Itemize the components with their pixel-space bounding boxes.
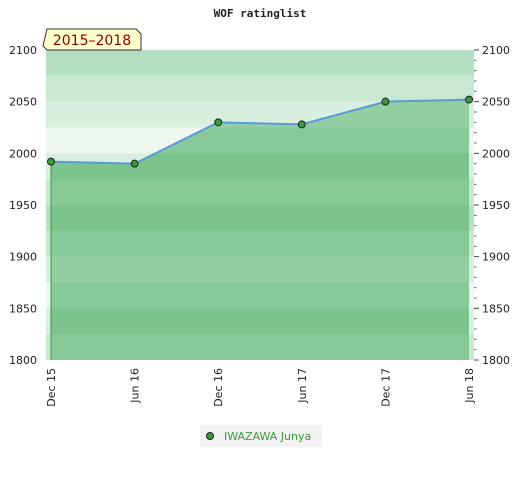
chart-title: WOF ratinglist bbox=[214, 7, 307, 20]
y-tick-label-left: 2100 bbox=[9, 44, 37, 57]
x-tick-label: Dec 15 bbox=[45, 368, 58, 407]
legend: IWAZAWA Junya bbox=[200, 425, 322, 447]
period-badge-label: 2015–2018 bbox=[53, 33, 131, 49]
data-point bbox=[297, 120, 306, 129]
y-tick-label-left: 1900 bbox=[9, 251, 37, 264]
y-tick-label-right: 1850 bbox=[482, 302, 510, 315]
area-stripe bbox=[51, 308, 469, 335]
period-badge: 2015–2018 bbox=[42, 28, 142, 51]
x-tick-label: Jun 17 bbox=[296, 368, 309, 404]
y-tick-label-right: 2050 bbox=[482, 96, 510, 109]
y-tick-label-right: 1950 bbox=[482, 199, 510, 212]
legend-marker-icon bbox=[206, 432, 214, 440]
area-stripe bbox=[51, 282, 469, 309]
y-axis-right: 1800 1850 1900 1950 2000 2050 2100 bbox=[474, 44, 510, 367]
x-tick-label: Jun 18 bbox=[463, 368, 476, 404]
x-tick-label: Dec 16 bbox=[212, 368, 225, 407]
x-axis: Dec 15 Jun 16 Dec 16 Jun 17 Dec 17 Jun 18 bbox=[45, 368, 476, 407]
data-point bbox=[130, 159, 139, 168]
y-tick-label-left: 1800 bbox=[9, 354, 37, 367]
y-tick-label-right: 2000 bbox=[482, 147, 510, 160]
y-tick-label-right: 1800 bbox=[482, 354, 510, 367]
grid-band bbox=[46, 75, 474, 102]
series-line bbox=[50, 98, 470, 165]
area-stripe bbox=[51, 334, 469, 360]
data-point bbox=[214, 118, 223, 127]
x-tick-label: Dec 17 bbox=[379, 368, 392, 407]
area-stripe bbox=[51, 205, 469, 231]
area-stripe bbox=[51, 230, 469, 257]
area-stripe bbox=[51, 256, 469, 283]
grid-band bbox=[46, 50, 474, 76]
legend-label: IWAZAWA Junya bbox=[224, 430, 311, 443]
y-tick-label-left: 2000 bbox=[9, 147, 37, 160]
x-tick-label: Jun 16 bbox=[129, 368, 142, 404]
y-tick-label-right: 2100 bbox=[482, 44, 510, 57]
data-point bbox=[47, 157, 55, 166]
y-tick-label-left: 1950 bbox=[9, 199, 37, 212]
series-layer bbox=[47, 95, 473, 168]
data-point bbox=[465, 95, 473, 104]
y-tick-label-left: 2050 bbox=[9, 96, 37, 109]
area-stripe bbox=[51, 179, 469, 205]
y-tick-label-left: 1850 bbox=[9, 302, 37, 315]
y-tick-label-right: 1900 bbox=[482, 251, 510, 264]
y-axis-left: 1800 1850 1900 1950 2000 2050 2100 bbox=[9, 44, 37, 367]
data-point bbox=[381, 97, 390, 106]
